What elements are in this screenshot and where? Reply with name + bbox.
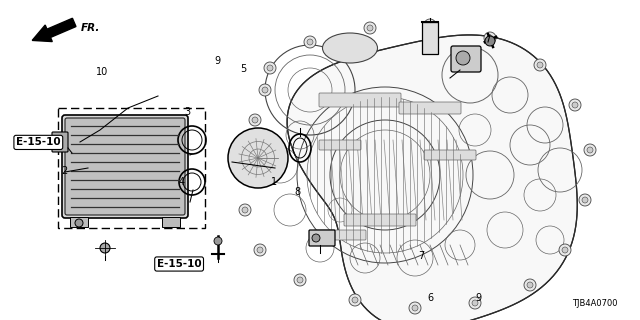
Circle shape bbox=[294, 274, 306, 286]
Circle shape bbox=[75, 219, 83, 227]
Bar bbox=[70, 217, 88, 227]
Circle shape bbox=[412, 305, 418, 311]
Circle shape bbox=[297, 277, 303, 283]
Text: 1: 1 bbox=[271, 177, 277, 188]
Circle shape bbox=[559, 244, 571, 256]
Text: 5: 5 bbox=[240, 64, 246, 74]
Circle shape bbox=[569, 99, 581, 111]
FancyBboxPatch shape bbox=[424, 150, 476, 160]
Circle shape bbox=[485, 36, 495, 46]
Circle shape bbox=[312, 234, 320, 242]
Circle shape bbox=[367, 25, 373, 31]
FancyBboxPatch shape bbox=[399, 102, 461, 114]
Circle shape bbox=[267, 65, 273, 71]
Circle shape bbox=[364, 22, 376, 34]
Bar bbox=[162, 217, 180, 227]
FancyBboxPatch shape bbox=[319, 93, 401, 107]
FancyArrow shape bbox=[32, 18, 76, 42]
Circle shape bbox=[252, 117, 258, 123]
Bar bbox=[422, 22, 438, 54]
Text: 9: 9 bbox=[476, 292, 482, 303]
Circle shape bbox=[264, 62, 276, 74]
FancyBboxPatch shape bbox=[314, 230, 366, 240]
Circle shape bbox=[527, 282, 533, 288]
Circle shape bbox=[262, 87, 268, 93]
FancyBboxPatch shape bbox=[65, 118, 185, 215]
Circle shape bbox=[214, 237, 222, 245]
Polygon shape bbox=[287, 35, 577, 320]
Ellipse shape bbox=[323, 33, 378, 63]
Circle shape bbox=[259, 84, 271, 96]
Circle shape bbox=[100, 243, 110, 253]
Text: 3: 3 bbox=[184, 107, 191, 117]
Circle shape bbox=[257, 247, 263, 253]
Circle shape bbox=[254, 244, 266, 256]
Circle shape bbox=[579, 194, 591, 206]
Circle shape bbox=[472, 300, 478, 306]
Circle shape bbox=[352, 297, 358, 303]
Circle shape bbox=[349, 294, 361, 306]
Circle shape bbox=[424, 19, 436, 31]
Text: 10: 10 bbox=[96, 67, 109, 77]
Circle shape bbox=[304, 36, 316, 48]
Text: 6: 6 bbox=[427, 292, 433, 303]
FancyBboxPatch shape bbox=[309, 230, 335, 246]
Circle shape bbox=[456, 51, 470, 65]
Circle shape bbox=[487, 35, 493, 41]
Text: 8: 8 bbox=[294, 187, 301, 197]
Circle shape bbox=[239, 204, 251, 216]
Circle shape bbox=[245, 162, 251, 168]
Circle shape bbox=[484, 32, 496, 44]
Circle shape bbox=[584, 144, 596, 156]
Circle shape bbox=[427, 22, 433, 28]
Circle shape bbox=[562, 247, 568, 253]
Circle shape bbox=[228, 128, 288, 188]
FancyBboxPatch shape bbox=[62, 115, 188, 218]
Circle shape bbox=[307, 39, 313, 45]
Circle shape bbox=[242, 207, 248, 213]
Circle shape bbox=[249, 114, 261, 126]
Text: TJB4A0700: TJB4A0700 bbox=[573, 299, 618, 308]
Bar bbox=[58, 108, 205, 228]
Circle shape bbox=[469, 297, 481, 309]
Text: 2: 2 bbox=[61, 166, 67, 176]
Circle shape bbox=[409, 302, 421, 314]
FancyBboxPatch shape bbox=[52, 132, 68, 152]
Circle shape bbox=[582, 197, 588, 203]
FancyBboxPatch shape bbox=[344, 214, 416, 226]
Circle shape bbox=[537, 62, 543, 68]
Text: FR.: FR. bbox=[81, 23, 100, 33]
Circle shape bbox=[534, 59, 546, 71]
Text: 4: 4 bbox=[179, 177, 185, 188]
Circle shape bbox=[587, 147, 593, 153]
Circle shape bbox=[572, 102, 578, 108]
Text: E-15-10: E-15-10 bbox=[157, 259, 202, 269]
Text: E-15-10: E-15-10 bbox=[16, 137, 61, 148]
FancyBboxPatch shape bbox=[451, 46, 481, 72]
Circle shape bbox=[524, 279, 536, 291]
Circle shape bbox=[242, 159, 254, 171]
Text: 9: 9 bbox=[214, 56, 221, 66]
FancyBboxPatch shape bbox=[319, 140, 361, 150]
Text: 7: 7 bbox=[418, 251, 424, 261]
